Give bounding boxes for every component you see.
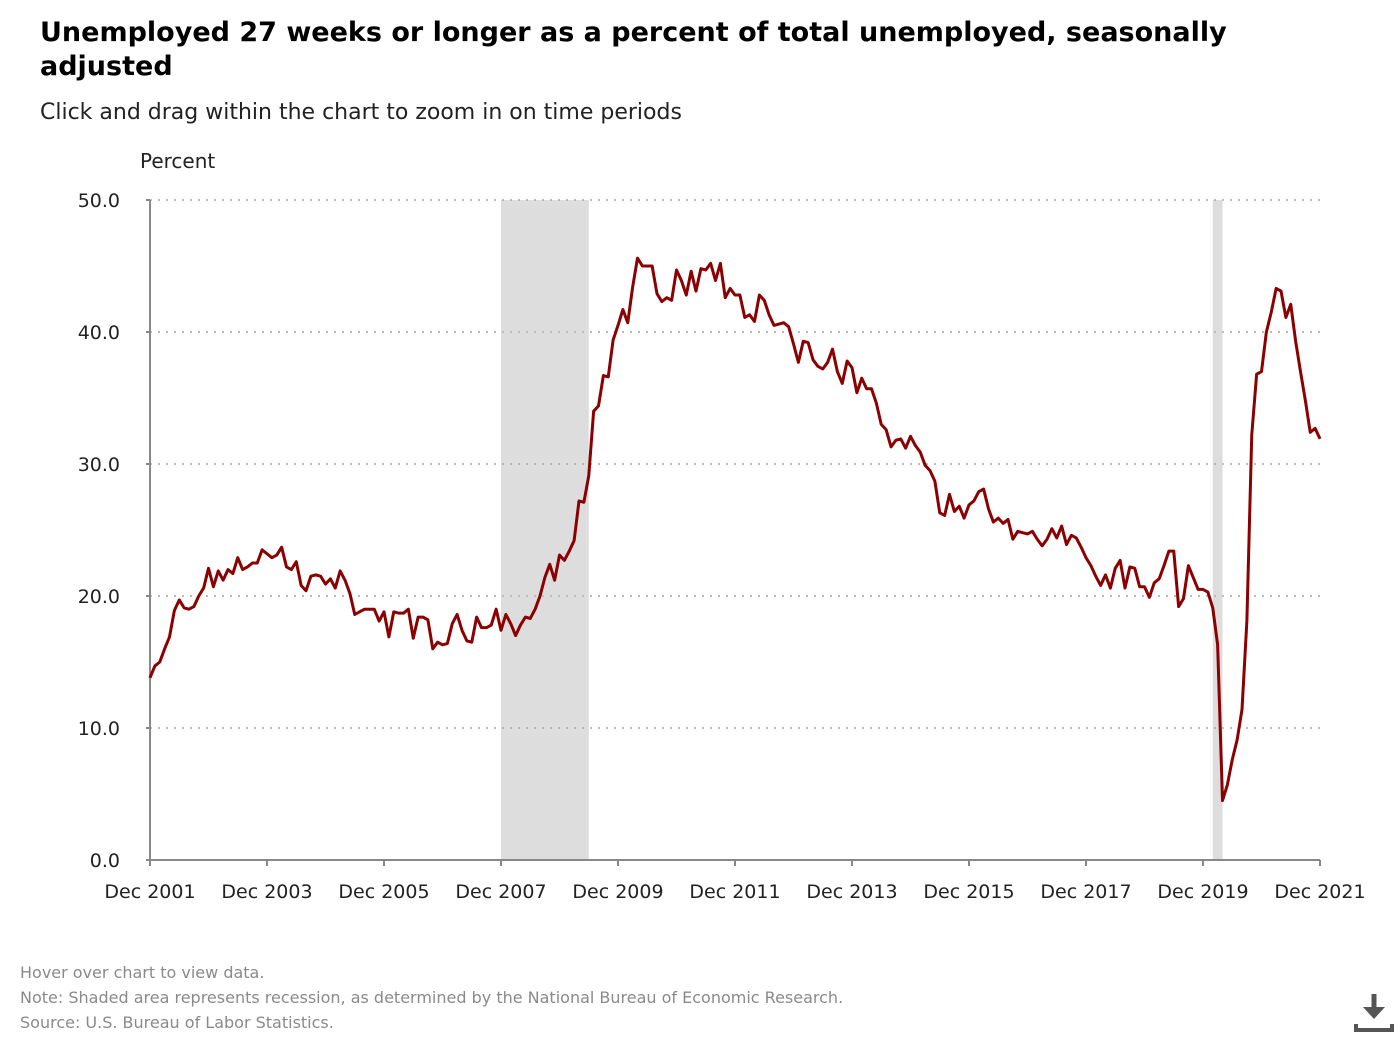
y-tick-label: 10.0 <box>78 718 120 740</box>
y-tick-label: 50.0 <box>78 190 120 212</box>
x-tick-label: Dec 2021 <box>1274 881 1365 903</box>
download-icon <box>1354 994 1394 1032</box>
x-tick-label: Dec 2001 <box>104 881 195 903</box>
x-tick-label: Dec 2009 <box>572 881 663 903</box>
recession-band <box>1212 200 1223 860</box>
x-tick-label: Dec 2007 <box>455 881 546 903</box>
chart-subtitle: Click and drag within the chart to zoom … <box>40 100 682 125</box>
line-chart[interactable]: 0.0 10.0 20.0 30.0 40.0 50.0 Dec 2001 Dec 2003… <box>0 140 1400 920</box>
chart-title: Unemployed 27 weeks or longer as a perce… <box>40 17 1227 82</box>
series-line[interactable] <box>148 256 1322 803</box>
x-tick-label: Dec 2003 <box>221 881 312 903</box>
y-tick-label: 0.0 <box>90 850 120 872</box>
y-gridlines <box>146 199 1320 861</box>
x-tick-label: Dec 2017 <box>1040 881 1131 903</box>
x-tick-label: Dec 2019 <box>1157 881 1248 903</box>
download-button[interactable] <box>1352 990 1396 1034</box>
hover-hint: Hover over chart to view data. <box>20 963 265 982</box>
y-axis-label: Percent <box>140 149 215 173</box>
x-tick-label: Dec 2011 <box>689 881 780 903</box>
recession-note: Note: Shaded area represents recession, … <box>20 988 844 1007</box>
y-tick-labels: 0.0 10.0 20.0 30.0 40.0 50.0 <box>78 190 120 872</box>
x-tick-label: Dec 2015 <box>923 881 1014 903</box>
x-tick-label: Dec 2005 <box>338 881 429 903</box>
y-tick-label: 30.0 <box>78 454 120 476</box>
x-tick-label: Dec 2013 <box>806 881 897 903</box>
source-note: Source: U.S. Bureau of Labor Statistics. <box>20 1013 334 1032</box>
y-tick-label: 20.0 <box>78 586 120 608</box>
x-tick-labels: Dec 2001 Dec 2003 Dec 2005 Dec 2007 Dec 2009… <box>104 881 1365 903</box>
axes <box>146 200 1321 866</box>
recession-shading <box>501 200 1223 860</box>
y-tick-label: 40.0 <box>78 322 120 344</box>
chart-notes: Hover over chart to view data. Note: Sha… <box>20 960 843 1035</box>
